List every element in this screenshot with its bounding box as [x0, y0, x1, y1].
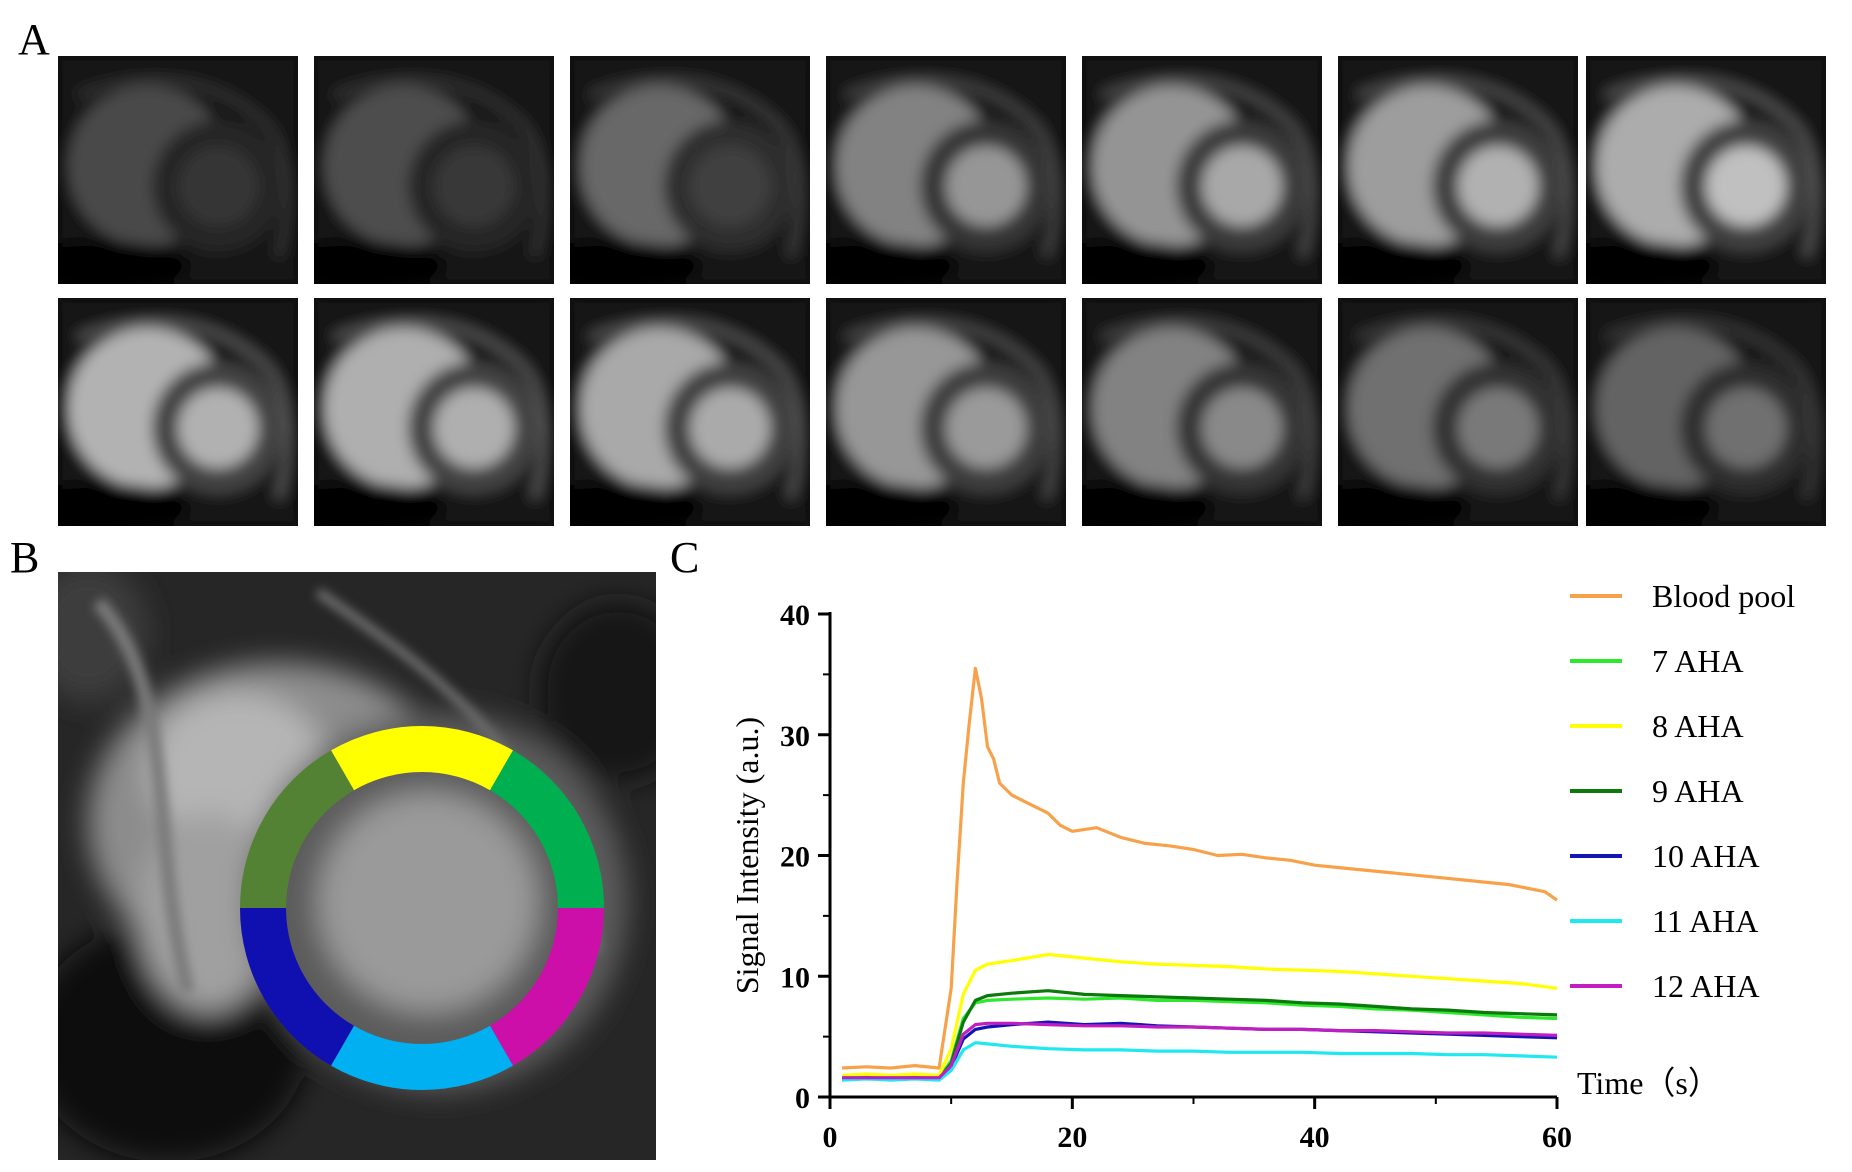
y-tick-label: 20 [780, 841, 810, 874]
mri-frame [1082, 56, 1322, 284]
mri-frame [58, 298, 298, 526]
panel-label-b: B [10, 533, 40, 582]
panel-label-a: A [18, 15, 50, 64]
segmented-mri-image [58, 572, 656, 1160]
series-line-2 [842, 952, 1558, 1077]
x-axis-label: Time（s） [1577, 1065, 1720, 1101]
legend-label: Blood pool [1652, 578, 1795, 614]
x-tick-label: 60 [1542, 1121, 1572, 1154]
y-tick-label: 10 [780, 961, 810, 994]
legend-label: 12 AHA [1652, 968, 1760, 1004]
x-tick-label: 0 [823, 1121, 838, 1154]
mri-frame-grid [58, 56, 1826, 534]
legend-label: 10 AHA [1652, 838, 1760, 874]
legend-label: 7 AHA [1652, 643, 1744, 679]
aha-segment-olive-green [240, 750, 354, 908]
mri-frame [570, 298, 810, 526]
aha-segment-yellow [331, 725, 513, 791]
aha-segment-light-blue [331, 1025, 513, 1091]
y-tick-label: 30 [780, 720, 810, 753]
series-line-0 [842, 666, 1558, 1070]
mri-frame [1586, 56, 1826, 284]
aha-segment-ring [240, 725, 604, 1091]
y-tick-label: 0 [795, 1082, 810, 1115]
x-tick-label: 20 [1057, 1121, 1087, 1154]
legend-label: 8 AHA [1652, 708, 1744, 744]
mri-frame [570, 56, 810, 284]
mri-frame [1082, 298, 1322, 526]
series-line-6 [842, 1021, 1558, 1080]
legend-label: 11 AHA [1652, 903, 1758, 939]
mri-frame [1586, 298, 1826, 526]
x-tick-label: 40 [1300, 1121, 1330, 1154]
mri-frame [58, 56, 298, 284]
segmented-mri-svg [58, 572, 656, 1160]
series-line-5 [842, 1041, 1558, 1082]
mri-frame [1338, 298, 1578, 526]
mri-frame [314, 56, 554, 284]
mri-frame [314, 298, 554, 526]
aha-segment-green [490, 750, 604, 908]
signal-intensity-chart: 0 10 20 30 40 0 20 40 60 Signal Intensity (a.u.) T… [680, 556, 1852, 1172]
mri-frame [1338, 56, 1578, 284]
panel-label-c: C [670, 533, 700, 582]
legend-label: 9 AHA [1652, 773, 1744, 809]
aha-segment-blue [240, 908, 354, 1066]
mri-frame [826, 298, 1066, 526]
mri-frame [826, 56, 1066, 284]
y-axis-label: Signal Intensity (a.u.) [729, 717, 765, 994]
chart-svg: 0 10 20 30 40 0 20 40 60 Signal Intensity (a.u.) T… [729, 578, 1795, 1154]
y-tick-label: 40 [780, 599, 810, 632]
aha-segment-magenta [490, 908, 604, 1066]
